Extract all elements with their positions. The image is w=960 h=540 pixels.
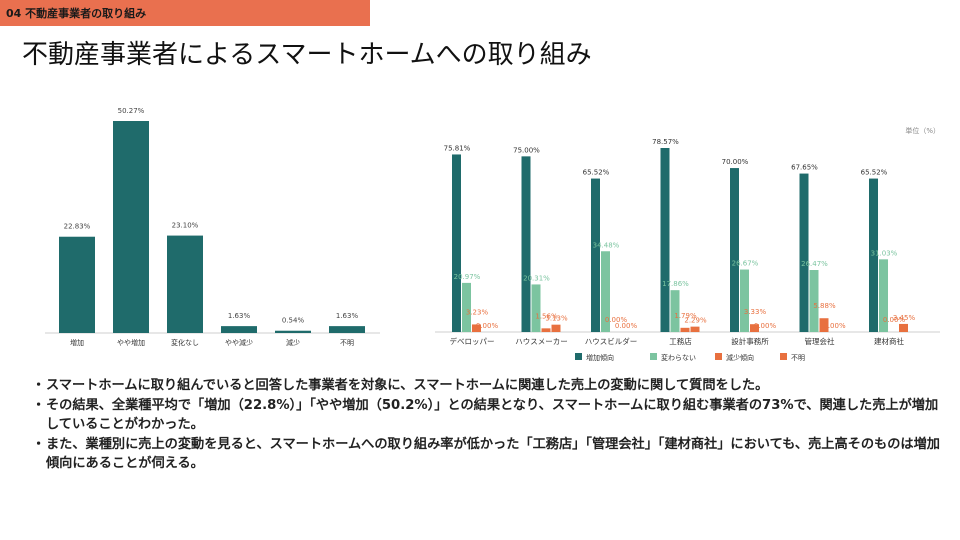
legend-swatch bbox=[650, 353, 657, 360]
industry-bar-chart: 単位（%） 75.81% 20.97% 3.23% 0.00% デベロッパー 75.00% 2… bbox=[435, 126, 940, 362]
bar bbox=[869, 178, 878, 332]
bar bbox=[113, 121, 149, 333]
bullet-dot: ・ bbox=[32, 436, 46, 452]
bar bbox=[819, 318, 829, 332]
bar bbox=[462, 282, 471, 332]
data-label: 2.29% bbox=[684, 317, 707, 325]
data-label: 65.52% bbox=[583, 169, 610, 177]
bar bbox=[531, 284, 541, 332]
x-tick-label: やや減少 bbox=[225, 338, 253, 347]
legend-swatch bbox=[780, 353, 787, 360]
data-label: 3.45% bbox=[893, 314, 916, 322]
bar bbox=[601, 251, 610, 332]
bar bbox=[660, 148, 670, 332]
bullet-item: ・ その結果、全業種平均で「増加（22.8%）」「やや増加（50.2%）」との結… bbox=[32, 396, 942, 435]
data-label: 31.03% bbox=[871, 249, 898, 257]
legend-label: 増加傾向 bbox=[586, 353, 614, 362]
bullet-text: スマートホームに取り組んでいると回答した事業者を対象に、スマートホームに関連した… bbox=[46, 378, 769, 393]
data-label: 67.65% bbox=[791, 164, 818, 172]
data-label: 50.27% bbox=[118, 107, 145, 115]
bar bbox=[680, 327, 690, 332]
data-label: 78.57% bbox=[652, 138, 679, 146]
bar bbox=[740, 269, 749, 332]
bar bbox=[167, 235, 203, 333]
bar bbox=[899, 323, 908, 332]
bullet-text: その結果、全業種平均で「増加（22.8%）」「やや増加（50.2%）」との結果と… bbox=[46, 397, 939, 433]
section-tag: 04 不動産事業者の取り組み bbox=[0, 0, 370, 26]
legend-label: 不明 bbox=[791, 354, 805, 362]
x-tick-label: 不明 bbox=[340, 339, 354, 347]
data-label: 20.97% bbox=[454, 273, 481, 281]
bar bbox=[551, 324, 561, 332]
x-tick-label: ハウスメーカー bbox=[515, 337, 568, 346]
data-label: 26.67% bbox=[732, 260, 759, 268]
data-label: 0.54% bbox=[282, 317, 305, 325]
bar bbox=[541, 328, 551, 332]
data-label: 34.48% bbox=[593, 241, 620, 249]
bullet-item: ・ スマートホームに取り組んでいると回答した事業者を対象に、スマートホームに関連… bbox=[32, 376, 942, 396]
page-title: 不動産事業者によるスマートホームへの取り組み bbox=[22, 40, 592, 70]
x-tick-label: 設計事務所 bbox=[731, 336, 769, 346]
x-tick-label: 建材商社 bbox=[874, 336, 904, 346]
overall-bar-chart: 22.83% 増加 50.27% やや増加 23.10% 変化なし 1.63% やや減少 0.5… bbox=[45, 107, 380, 347]
data-label: 3.23% bbox=[466, 308, 489, 316]
data-label: 65.52% bbox=[861, 169, 888, 177]
bullet-item: ・ また、業種別に売上の変動を見ると、スマートホームへの取り組み率が低かった「工… bbox=[32, 435, 942, 474]
data-label: 20.31% bbox=[523, 274, 550, 282]
data-label: 75.81% bbox=[444, 144, 471, 152]
bar bbox=[670, 290, 680, 332]
bar bbox=[329, 326, 365, 333]
bar bbox=[879, 259, 888, 332]
data-label: 5.88% bbox=[813, 302, 836, 310]
x-tick-label: やや増加 bbox=[117, 338, 145, 347]
data-label: 1.63% bbox=[336, 312, 359, 320]
bullet-dot: ・ bbox=[32, 378, 46, 393]
bullet-text: また、業種別に売上の変動を見ると、スマートホームへの取り組み率が低かった「工務店… bbox=[46, 436, 940, 472]
x-tick-label: 管理会社 bbox=[805, 336, 835, 346]
data-label: 0.00% bbox=[754, 322, 777, 330]
x-tick-label: 工務店 bbox=[669, 336, 692, 346]
bar bbox=[452, 154, 461, 332]
x-tick-label: デベロッパー bbox=[450, 336, 495, 346]
bar bbox=[221, 326, 257, 333]
x-tick-label: 変化なし bbox=[171, 338, 199, 347]
data-label: 0.00% bbox=[476, 322, 499, 330]
bar bbox=[591, 178, 600, 332]
bar bbox=[690, 326, 700, 332]
data-label: 75.00% bbox=[513, 146, 540, 154]
data-label: 0.00% bbox=[615, 322, 638, 330]
legend-swatch bbox=[715, 353, 722, 360]
data-label: 3.13% bbox=[545, 315, 568, 323]
legend-label: 変わらない bbox=[661, 353, 696, 362]
bar bbox=[275, 330, 311, 333]
data-label: 0.00% bbox=[605, 316, 628, 324]
unit-label: 単位（%） bbox=[905, 126, 940, 135]
data-label: 1.56% bbox=[535, 312, 558, 320]
bar bbox=[59, 236, 95, 333]
bullet-dot: ・ bbox=[32, 397, 46, 413]
x-tick-label: 減少 bbox=[286, 338, 300, 347]
section-tag-label: 04 不動産事業者の取り組み bbox=[6, 7, 147, 20]
bar bbox=[521, 156, 531, 332]
data-label: 1.63% bbox=[228, 312, 251, 320]
bar bbox=[730, 168, 739, 332]
bar bbox=[809, 270, 819, 332]
data-label: 1.79% bbox=[674, 312, 697, 320]
bar bbox=[750, 324, 759, 332]
data-label: 0.00% bbox=[883, 316, 906, 324]
data-label: 70.00% bbox=[722, 158, 749, 166]
data-label: 17.86% bbox=[662, 280, 689, 288]
x-tick-label: 増加 bbox=[70, 338, 84, 347]
data-label: 3.33% bbox=[744, 308, 767, 316]
bar bbox=[472, 324, 481, 332]
bar bbox=[799, 173, 809, 332]
data-label: 23.10% bbox=[172, 222, 199, 230]
legend-label: 減少傾向 bbox=[726, 353, 754, 362]
data-label: 26.47% bbox=[801, 260, 828, 268]
bullet-list: ・ スマートホームに取り組んでいると回答した事業者を対象に、スマートホームに関連… bbox=[32, 376, 942, 474]
data-label: 22.83% bbox=[64, 223, 91, 231]
legend-swatch bbox=[575, 353, 582, 360]
data-label: 0.00% bbox=[823, 322, 846, 330]
x-tick-label: ハウスビルダー bbox=[585, 336, 638, 346]
